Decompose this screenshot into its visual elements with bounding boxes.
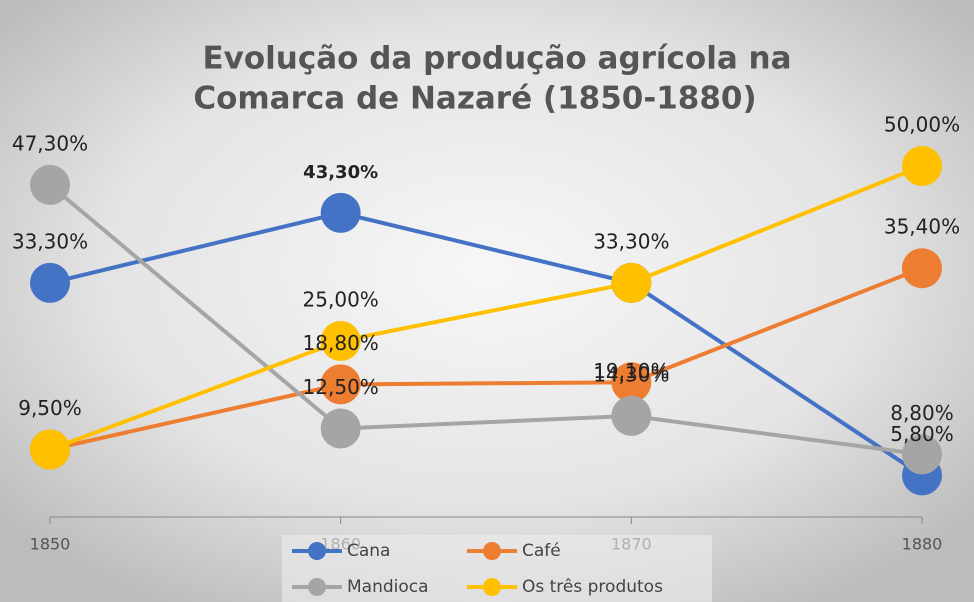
- x-tick-label: 1880: [902, 535, 943, 554]
- data-label: 8,80%: [890, 401, 954, 425]
- data-label: 12,50%: [303, 375, 379, 399]
- marker: [30, 429, 70, 470]
- data-label: 50,00%: [884, 113, 960, 137]
- marker: [30, 164, 70, 205]
- marker: [902, 434, 942, 475]
- marker: [902, 248, 942, 289]
- marker: [902, 146, 942, 186]
- marker: [611, 395, 652, 436]
- legend-marker: [308, 578, 326, 596]
- marker: [30, 262, 70, 303]
- data-label: 33,30%: [12, 229, 88, 253]
- marker: [320, 321, 361, 361]
- series-line: [49, 210, 924, 478]
- chart-title: Comarca de Nazaré (1850-1880): [193, 81, 756, 117]
- marker: [320, 408, 361, 449]
- legend-label: Os três produtos: [522, 577, 663, 597]
- data-label: 18,80%: [303, 331, 379, 355]
- data-label: 19,10%: [593, 359, 669, 383]
- legend-label: Mandioca: [347, 577, 429, 597]
- chart-title: Evolução da produção agrícola na: [202, 41, 791, 77]
- data-label: 33,30%: [593, 229, 669, 253]
- series-line: [49, 164, 923, 452]
- data-label: 43,30%: [303, 162, 378, 183]
- data-label: 35,40%: [884, 215, 960, 239]
- legend-label: Café: [522, 541, 561, 561]
- data-label: 47,30%: [12, 131, 88, 155]
- series-line: [49, 266, 923, 452]
- legend-marker: [483, 542, 501, 560]
- marker: [611, 362, 652, 403]
- data-label: 14,30%: [593, 362, 669, 386]
- legend-label: Cana: [347, 541, 390, 561]
- x-tick-label: 1850: [30, 535, 71, 554]
- series-line: [48, 183, 923, 457]
- data-label: 9,50%: [18, 396, 82, 420]
- marker: [320, 192, 361, 233]
- marker: [320, 364, 361, 405]
- legend-marker: [483, 578, 501, 596]
- data-label: 25,00%: [303, 288, 379, 312]
- data-label: 5,80%: [890, 422, 954, 446]
- marker: [611, 262, 652, 303]
- legend-marker: [308, 542, 326, 560]
